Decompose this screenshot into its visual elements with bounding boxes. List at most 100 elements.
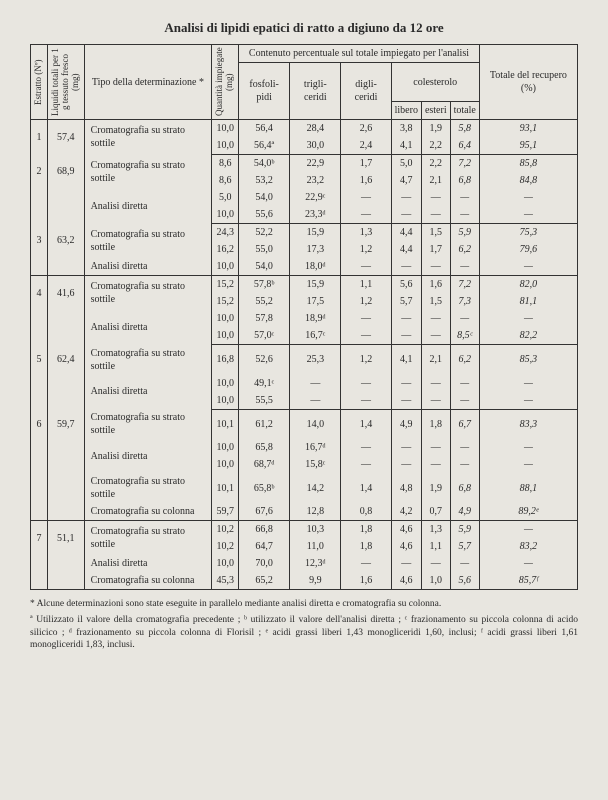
cell-li: — [391,189,421,206]
cell-es: — [421,392,450,410]
cell-qt: 10,0 [212,137,239,155]
cell-tc: — [450,439,479,456]
cell-tipo: Analisi diretta [84,439,212,473]
cell-tipo: Cromatografia su strato sottile [84,345,212,375]
cell-di: 1,8 [341,521,391,539]
cell-tr: 18,0ᵈ [290,258,341,276]
cell-di: — [341,258,391,276]
cell-to: 89,2ᵉ [479,503,577,521]
cell-tr: 25,3 [290,345,341,375]
cell-li: 5,7 [391,293,421,310]
table-row: 268,9Cromatografia su strato sottile8,65… [31,155,578,173]
cell-es: — [421,258,450,276]
cell-tr: 11,0 [290,538,341,555]
table-row: Analisi diretta10,054,018,0ᵈ————— [31,258,578,276]
cell-tr: 22,9ᶜ [290,189,341,206]
cell-n [31,375,48,410]
cell-fo: 55,5 [239,392,290,410]
col-libero: libero [391,102,421,120]
cell-di: — [341,555,391,572]
cell-fo: 57,8ᵇ [239,276,290,294]
cell-qt: 10,0 [212,120,239,138]
cell-n [31,503,48,521]
cell-tc: 5,7 [450,538,479,555]
cell-li: 4,6 [391,572,421,590]
cell-es: — [421,375,450,392]
cell-n [31,258,48,276]
cell-li: — [391,375,421,392]
cell-qt: 10,2 [212,538,239,555]
cell-qt: 5,0 [212,189,239,206]
cell-di: — [341,310,391,327]
cell-li: — [391,206,421,224]
cell-fo: 68,7ᵈ [239,456,290,473]
cell-li: 4,2 [391,503,421,521]
footnotes: * Alcune determinazioni sono state esegu… [30,598,578,652]
cell-qt: 15,2 [212,276,239,294]
cell-di: 1,1 [341,276,391,294]
cell-to: 79,6 [479,241,577,258]
footnote-star: * Alcune determinazioni sono state esegu… [30,598,578,611]
cell-qt: 10,0 [212,439,239,456]
cell-liq [47,572,84,590]
cell-tr: 15,9 [290,224,341,242]
cell-li: 4,9 [391,409,421,439]
cell-li: 4,6 [391,538,421,555]
cell-to: 83,3 [479,409,577,439]
cell-tr: 28,4 [290,120,341,138]
table-row: Analisi diretta10,065,816,7ᵈ————— [31,439,578,456]
cell-n: 4 [31,276,48,311]
cell-li: — [391,310,421,327]
cell-li: — [391,439,421,456]
cell-tc: 7,2 [450,276,479,294]
cell-qt: 10,1 [212,473,239,503]
cell-tc: 5,8 [450,120,479,138]
cell-li: — [391,392,421,410]
cell-li: 4,1 [391,345,421,375]
cell-di: 1,6 [341,172,391,189]
cell-tc: — [450,375,479,392]
cell-qt: 10,0 [212,375,239,392]
cell-di: 1,6 [341,572,391,590]
cell-di: — [341,375,391,392]
cell-fo: 57,0ᶜ [239,327,290,345]
cell-to: 82,2 [479,327,577,345]
cell-tipo: Cromatografia su strato sottile [84,155,212,190]
cell-tr: 23,3ᵈ [290,206,341,224]
cell-tc: 6,2 [450,345,479,375]
cell-fo: 52,2 [239,224,290,242]
cell-n: 1 [31,120,48,155]
cell-qt: 10,0 [212,206,239,224]
cell-tipo: Cromatografia su strato sottile [84,409,212,439]
cell-es: — [421,555,450,572]
cell-qt: 16,8 [212,345,239,375]
cell-qt: 59,7 [212,503,239,521]
cell-es: — [421,189,450,206]
col-fosfo: fosfoli-pidi [239,63,290,120]
cell-fo: 56,4ª [239,137,290,155]
cell-tipo: Cromatografia su strato sottile [84,224,212,259]
cell-liq [47,503,84,521]
cell-li: 3,8 [391,120,421,138]
cell-qt: 10,0 [212,456,239,473]
cell-li: — [391,456,421,473]
cell-es: 1,9 [421,473,450,503]
cell-es: 2,2 [421,137,450,155]
cell-fo: 61,2 [239,409,290,439]
cell-n [31,439,48,473]
cell-li: 4,4 [391,241,421,258]
col-contenuto: Contenuto percentuale sul totale impiega… [239,45,480,63]
cell-tr: 12,8 [290,503,341,521]
col-quantita: Quantità impiegate (mg) [212,45,239,120]
cell-liq: 41,6 [47,276,84,311]
cell-to: 85,3 [479,345,577,375]
cell-to: — [479,310,577,327]
cell-di: 0,8 [341,503,391,521]
cell-to: — [479,555,577,572]
cell-fo: 67,6 [239,503,290,521]
col-tipo: Tipo della determinazione * [84,45,212,120]
cell-li: 4,4 [391,224,421,242]
cell-es: 1,0 [421,572,450,590]
cell-li: 4,7 [391,172,421,189]
cell-tc: 8,5ᶜ [450,327,479,345]
